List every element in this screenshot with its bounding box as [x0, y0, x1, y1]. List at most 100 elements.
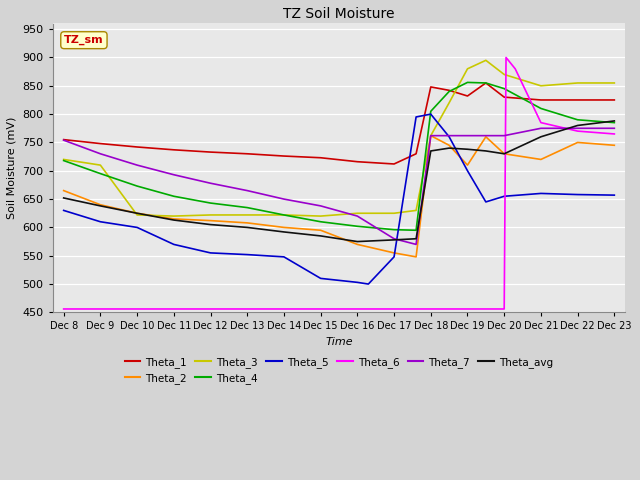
Theta_1 [390, 161, 398, 167]
Theta_5 [243, 252, 251, 257]
Theta_2 [97, 202, 104, 208]
Theta_avg [482, 148, 490, 154]
Line: Theta_3: Theta_3 [63, 60, 614, 216]
Theta_5 [445, 134, 453, 140]
Theta_7 [463, 133, 471, 139]
Theta_avg [574, 122, 582, 128]
Theta_2 [611, 143, 618, 148]
Theta_4 [412, 228, 420, 233]
Theta_2 [207, 218, 214, 224]
Theta_4 [133, 183, 141, 189]
Theta_6 [317, 306, 324, 312]
Theta_1 [427, 84, 435, 90]
Theta_3 [537, 83, 545, 89]
Theta_2 [243, 220, 251, 226]
Theta_7 [60, 137, 67, 143]
Theta_2 [463, 162, 471, 168]
Theta_5 [207, 250, 214, 256]
Theta_5 [463, 168, 471, 174]
Theta_6 [463, 306, 471, 312]
Theta_7 [133, 162, 141, 168]
Theta_1 [537, 97, 545, 103]
Theta_2 [317, 228, 324, 233]
Theta_4 [427, 108, 435, 114]
Theta_avg [207, 222, 214, 228]
Theta_6 [427, 306, 435, 312]
Y-axis label: Soil Moisture (mV): Soil Moisture (mV) [7, 117, 17, 219]
Theta_2 [500, 151, 508, 156]
Theta_avg [60, 195, 67, 201]
Theta_1 [280, 153, 288, 159]
Theta_4 [97, 171, 104, 177]
Theta_6 [574, 128, 582, 134]
Line: Theta_2: Theta_2 [63, 136, 614, 257]
Theta_7 [445, 133, 453, 139]
Theta_1 [500, 94, 508, 100]
Theta_5 [412, 114, 420, 120]
Theta_4 [60, 158, 67, 164]
Theta_3 [390, 210, 398, 216]
Theta_6 [445, 306, 453, 312]
Theta_3 [427, 133, 435, 139]
Theta_4 [445, 89, 453, 95]
Theta_2 [412, 254, 420, 260]
Theta_5 [97, 219, 104, 225]
Theta_6 [207, 306, 214, 312]
Theta_1 [170, 147, 178, 153]
Theta_7 [574, 125, 582, 131]
Theta_6 [611, 131, 618, 137]
Theta_2 [482, 134, 490, 140]
Theta_4 [482, 80, 490, 86]
Theta_avg [280, 229, 288, 235]
Theta_5 [537, 191, 545, 196]
Theta_1 [97, 141, 104, 146]
Theta_avg [97, 203, 104, 209]
Theta_5 [365, 281, 372, 287]
Theta_5 [427, 111, 435, 117]
Theta_1 [482, 80, 490, 86]
Theta_7 [243, 188, 251, 193]
Theta_avg [412, 236, 420, 241]
Theta_1 [574, 97, 582, 103]
Theta_6 [502, 55, 510, 60]
Theta_7 [170, 172, 178, 178]
Theta_4 [390, 227, 398, 232]
Theta_avg [537, 134, 545, 140]
Theta_4 [243, 204, 251, 210]
Theta_3 [60, 156, 67, 162]
Theta_7 [280, 196, 288, 202]
Theta_avg [243, 225, 251, 230]
Theta_2 [170, 216, 178, 222]
Theta_1 [463, 93, 471, 99]
Theta_6 [511, 66, 519, 72]
Theta_2 [427, 133, 435, 139]
Theta_3 [445, 100, 453, 106]
Theta_1 [207, 149, 214, 155]
Theta_avg [427, 148, 435, 154]
Theta_2 [574, 140, 582, 145]
Theta_2 [353, 241, 361, 247]
Theta_4 [207, 200, 214, 206]
Theta_1 [445, 87, 453, 93]
Theta_3 [97, 162, 104, 168]
Theta_6 [412, 306, 420, 312]
X-axis label: Time: Time [325, 337, 353, 347]
Theta_2 [60, 188, 67, 193]
Theta_3 [133, 212, 141, 218]
Theta_1 [243, 151, 251, 156]
Theta_5 [133, 225, 141, 230]
Theta_2 [390, 250, 398, 256]
Theta_6 [97, 306, 104, 312]
Theta_6 [390, 306, 398, 312]
Theta_4 [353, 223, 361, 229]
Theta_avg [390, 237, 398, 243]
Line: Theta_1: Theta_1 [63, 83, 614, 164]
Theta_4 [537, 106, 545, 111]
Theta_2 [280, 225, 288, 230]
Text: TZ_sm: TZ_sm [64, 35, 104, 45]
Line: Theta_4: Theta_4 [63, 83, 614, 230]
Theta_6 [482, 306, 490, 312]
Theta_6 [280, 306, 288, 312]
Theta_1 [412, 151, 420, 156]
Theta_7 [317, 203, 324, 209]
